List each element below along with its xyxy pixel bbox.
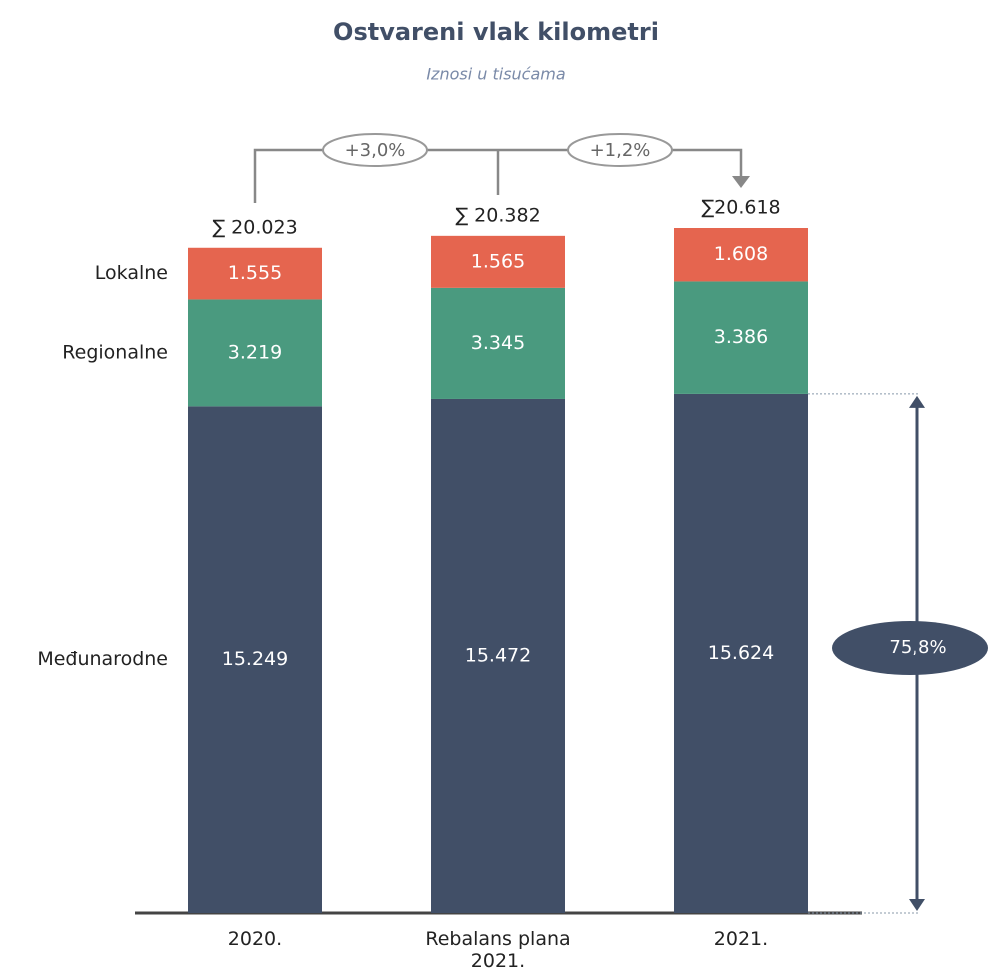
total-label: ∑ 20.023	[212, 216, 297, 238]
x-tick-label: Rebalans plana 2021.	[425, 928, 571, 972]
bar-segment	[674, 228, 808, 282]
arrow-head	[909, 395, 925, 408]
series-label: Regionalne	[62, 341, 168, 363]
bar-segment	[188, 247, 322, 300]
chart-subtitle: Iznosi u tisućama	[426, 65, 565, 84]
value-label: 1.555	[228, 262, 282, 284]
value-label: 3.386	[714, 326, 768, 348]
bar-segment	[431, 287, 565, 399]
value-label: 1.565	[471, 250, 525, 272]
x-tick-label: 2020.	[227, 928, 283, 950]
total-label: ∑20.618	[701, 197, 780, 219]
bar-segment	[431, 398, 565, 913]
bar-segment	[431, 235, 565, 288]
change-badge	[567, 133, 673, 167]
change-label: +3,0%	[345, 140, 406, 161]
chart-title: Ostvareni vlak kilometri	[333, 18, 659, 46]
bar-segment	[188, 406, 322, 913]
change-label: +1,2%	[590, 140, 651, 161]
total-label: ∑ 20.382	[455, 204, 540, 226]
value-label: 15.472	[465, 644, 531, 666]
bar-segment	[674, 393, 808, 914]
value-label: 15.624	[708, 642, 774, 664]
bar-segment	[188, 299, 322, 407]
value-label: 1.608	[714, 243, 768, 265]
value-label: 3.219	[228, 341, 282, 363]
series-label: Međunarodne	[37, 648, 168, 670]
value-label: 15.249	[222, 648, 288, 670]
series-label: Lokalne	[95, 262, 168, 284]
change-badge	[322, 133, 428, 167]
x-tick-label: 2021.	[713, 928, 769, 950]
share-badge	[832, 621, 988, 675]
arrow-head	[732, 176, 750, 188]
arrow-head	[909, 899, 925, 911]
bar-segment	[674, 281, 808, 394]
value-label: 3.345	[471, 332, 525, 354]
